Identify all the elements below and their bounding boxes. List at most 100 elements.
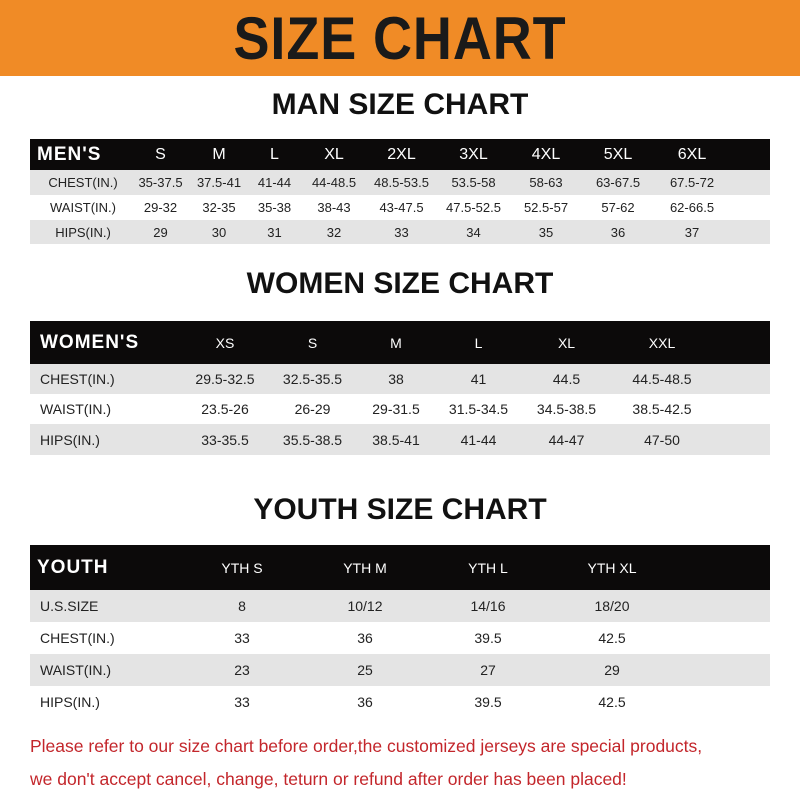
- table-cell: 33: [234, 694, 250, 710]
- table-row: CHEST(IN.) 33 36 39.5 42.5: [30, 622, 770, 654]
- table-cell: 34.5-38.5: [536, 401, 597, 417]
- women-title: WOMEN SIZE CHART: [246, 267, 554, 300]
- size-header: M: [390, 334, 402, 351]
- table-row: WAIST(IN.) 23.5-26 26-29 29-31.5 31.5-34.5 34…: [30, 394, 770, 424]
- row-label: HIPS(IN.): [40, 694, 100, 710]
- table-cell: 25: [357, 662, 373, 678]
- men-table: MEN'S S M L XL 2XL 3XL 4XL 5XL 6XL CHEST(IN.) 35-37…: [30, 139, 770, 244]
- size-header: M: [212, 145, 226, 163]
- row-label: CHEST(IN.): [40, 371, 115, 387]
- table-cell: 32: [326, 224, 342, 240]
- table-cell: 67.5-72: [669, 175, 715, 190]
- table-cell: 42.5: [598, 694, 626, 710]
- table-cell: 39.5: [474, 630, 502, 646]
- table-cell: 37.5-41: [196, 175, 242, 190]
- table-cell: 33: [394, 224, 409, 240]
- table-cell: 41-44: [257, 175, 292, 190]
- table-cell: 29: [153, 224, 168, 240]
- header-row: YOUTH YTH S YTH M YTH L YTH XL: [30, 545, 770, 590]
- size-header: YTH S: [221, 559, 263, 576]
- size-header: L: [474, 334, 483, 351]
- row-label: HIPS(IN.): [55, 224, 111, 240]
- size-header: 4XL: [531, 145, 561, 163]
- table-cell: 57-62: [601, 200, 635, 215]
- table-cell: 52.5-57: [523, 200, 569, 215]
- header-row: MEN'S S M L XL 2XL 3XL 4XL 5XL 6XL: [30, 139, 770, 170]
- table-cell: 33-35.5: [201, 431, 249, 448]
- youth-table: YOUTH YTH S YTH M YTH L YTH XL U.S.SIZE 8 10/12…: [30, 545, 770, 718]
- table-cell: 36: [357, 694, 373, 710]
- table-row: HIPS(IN.) 33-35.5 35.5-38.5 38.5-41 41-44 44-…: [30, 424, 770, 455]
- table-cell: 41-44: [460, 431, 497, 448]
- table-cell: 41: [470, 371, 487, 387]
- women-table: WOMEN'S XS S M L XL XXL CHEST(IN.) 29.5-32.5 32.5…: [30, 321, 770, 455]
- main-title: SIZE CHART: [233, 4, 567, 72]
- size-header: S: [307, 334, 318, 351]
- table-cell: 44.5-48.5: [632, 371, 692, 387]
- men-title: MAN SIZE CHART: [271, 88, 529, 121]
- table-cell: 47.5-52.5: [446, 200, 501, 215]
- table-cell: 23.5-26: [201, 401, 249, 417]
- table-row: CHEST(IN.) 29.5-32.5 32.5-35.5 38 41 44.5 44.5…: [30, 364, 770, 394]
- table-cell: 31: [267, 224, 282, 240]
- table-row: U.S.SIZE 8 10/12 14/16 18/20: [30, 590, 770, 622]
- table-cell: 35-38: [257, 200, 292, 215]
- table-cell: 38-43: [317, 200, 351, 215]
- notice-line: we don't accept cancel, change, teturn o…: [30, 769, 627, 789]
- table-cell: 44-47: [548, 431, 585, 448]
- table-row: HIPS(IN.) 33 36 39.5 42.5: [30, 686, 770, 718]
- row-label: U.S.SIZE: [40, 598, 99, 614]
- row-label: WAIST(IN.): [50, 200, 116, 215]
- table-cell: 14/16: [470, 598, 506, 614]
- size-header: XS: [215, 334, 235, 351]
- size-header: XL: [557, 334, 576, 351]
- table-row: HIPS(IN.) 29 30 31 32 33 34 35 36 37: [30, 220, 770, 244]
- size-header: 6XL: [677, 145, 707, 163]
- table-cell: 44.5: [552, 371, 581, 387]
- row-label: HIPS(IN.): [40, 431, 100, 448]
- row-label: WAIST(IN.): [40, 401, 112, 417]
- table-cell: 32.5-35.5: [282, 371, 343, 387]
- table-cell: 18/20: [594, 598, 630, 614]
- notice: Please refer to our size chart before or…: [30, 730, 790, 796]
- table-cell: 62-66.5: [669, 200, 715, 215]
- row-label: CHEST(IN.): [48, 175, 118, 190]
- youth-title: YOUTH SIZE CHART: [253, 493, 547, 526]
- notice-line: Please refer to our size chart before or…: [30, 736, 703, 756]
- size-header: 5XL: [603, 145, 633, 163]
- size-header: 3XL: [459, 145, 488, 163]
- size-header: YTH L: [468, 559, 508, 576]
- table-cell: 44-48.5: [311, 175, 357, 190]
- table-cell: 8: [238, 598, 246, 614]
- table-row: WAIST(IN.) 29-32 32-35 35-38 38-43 43-47.5 47.…: [30, 195, 770, 220]
- table-cell: 43-47.5: [379, 200, 424, 215]
- table-cell: 39.5: [474, 694, 502, 710]
- table-cell: 34: [466, 224, 481, 240]
- row-label: WAIST(IN.): [40, 662, 112, 678]
- table-cell: 37: [684, 224, 700, 240]
- row-label: CHEST(IN.): [40, 630, 115, 646]
- table-cell: 35: [538, 224, 554, 240]
- size-header: YTH M: [343, 559, 387, 576]
- size-header: XXL: [648, 334, 676, 351]
- table-cell: 48.5-53.5: [374, 175, 429, 190]
- table-cell: 29: [604, 662, 620, 678]
- table-cell: 32-35: [202, 200, 236, 215]
- table-cell: 23: [234, 662, 250, 678]
- table-cell: 63-67.5: [595, 175, 641, 190]
- table-cell: 58-63: [529, 175, 563, 190]
- table-cell: 36: [610, 224, 626, 240]
- table-cell: 26-29: [294, 401, 331, 417]
- table-cell: 42.5: [598, 630, 626, 646]
- table-cell: 30: [211, 224, 227, 240]
- banner: SIZE CHART: [0, 0, 800, 76]
- table-cell: 29-32: [143, 200, 178, 215]
- size-header: YTH XL: [587, 559, 637, 576]
- size-header: 2XL: [387, 145, 416, 163]
- table-cell: 35.5-38.5: [282, 431, 343, 448]
- table-cell: 38: [388, 371, 404, 387]
- table-cell: 47-50: [644, 431, 680, 448]
- size-header: L: [270, 145, 279, 163]
- table-row: WAIST(IN.) 23 25 27 29: [30, 654, 770, 686]
- table-heading: WOMEN'S: [40, 331, 140, 353]
